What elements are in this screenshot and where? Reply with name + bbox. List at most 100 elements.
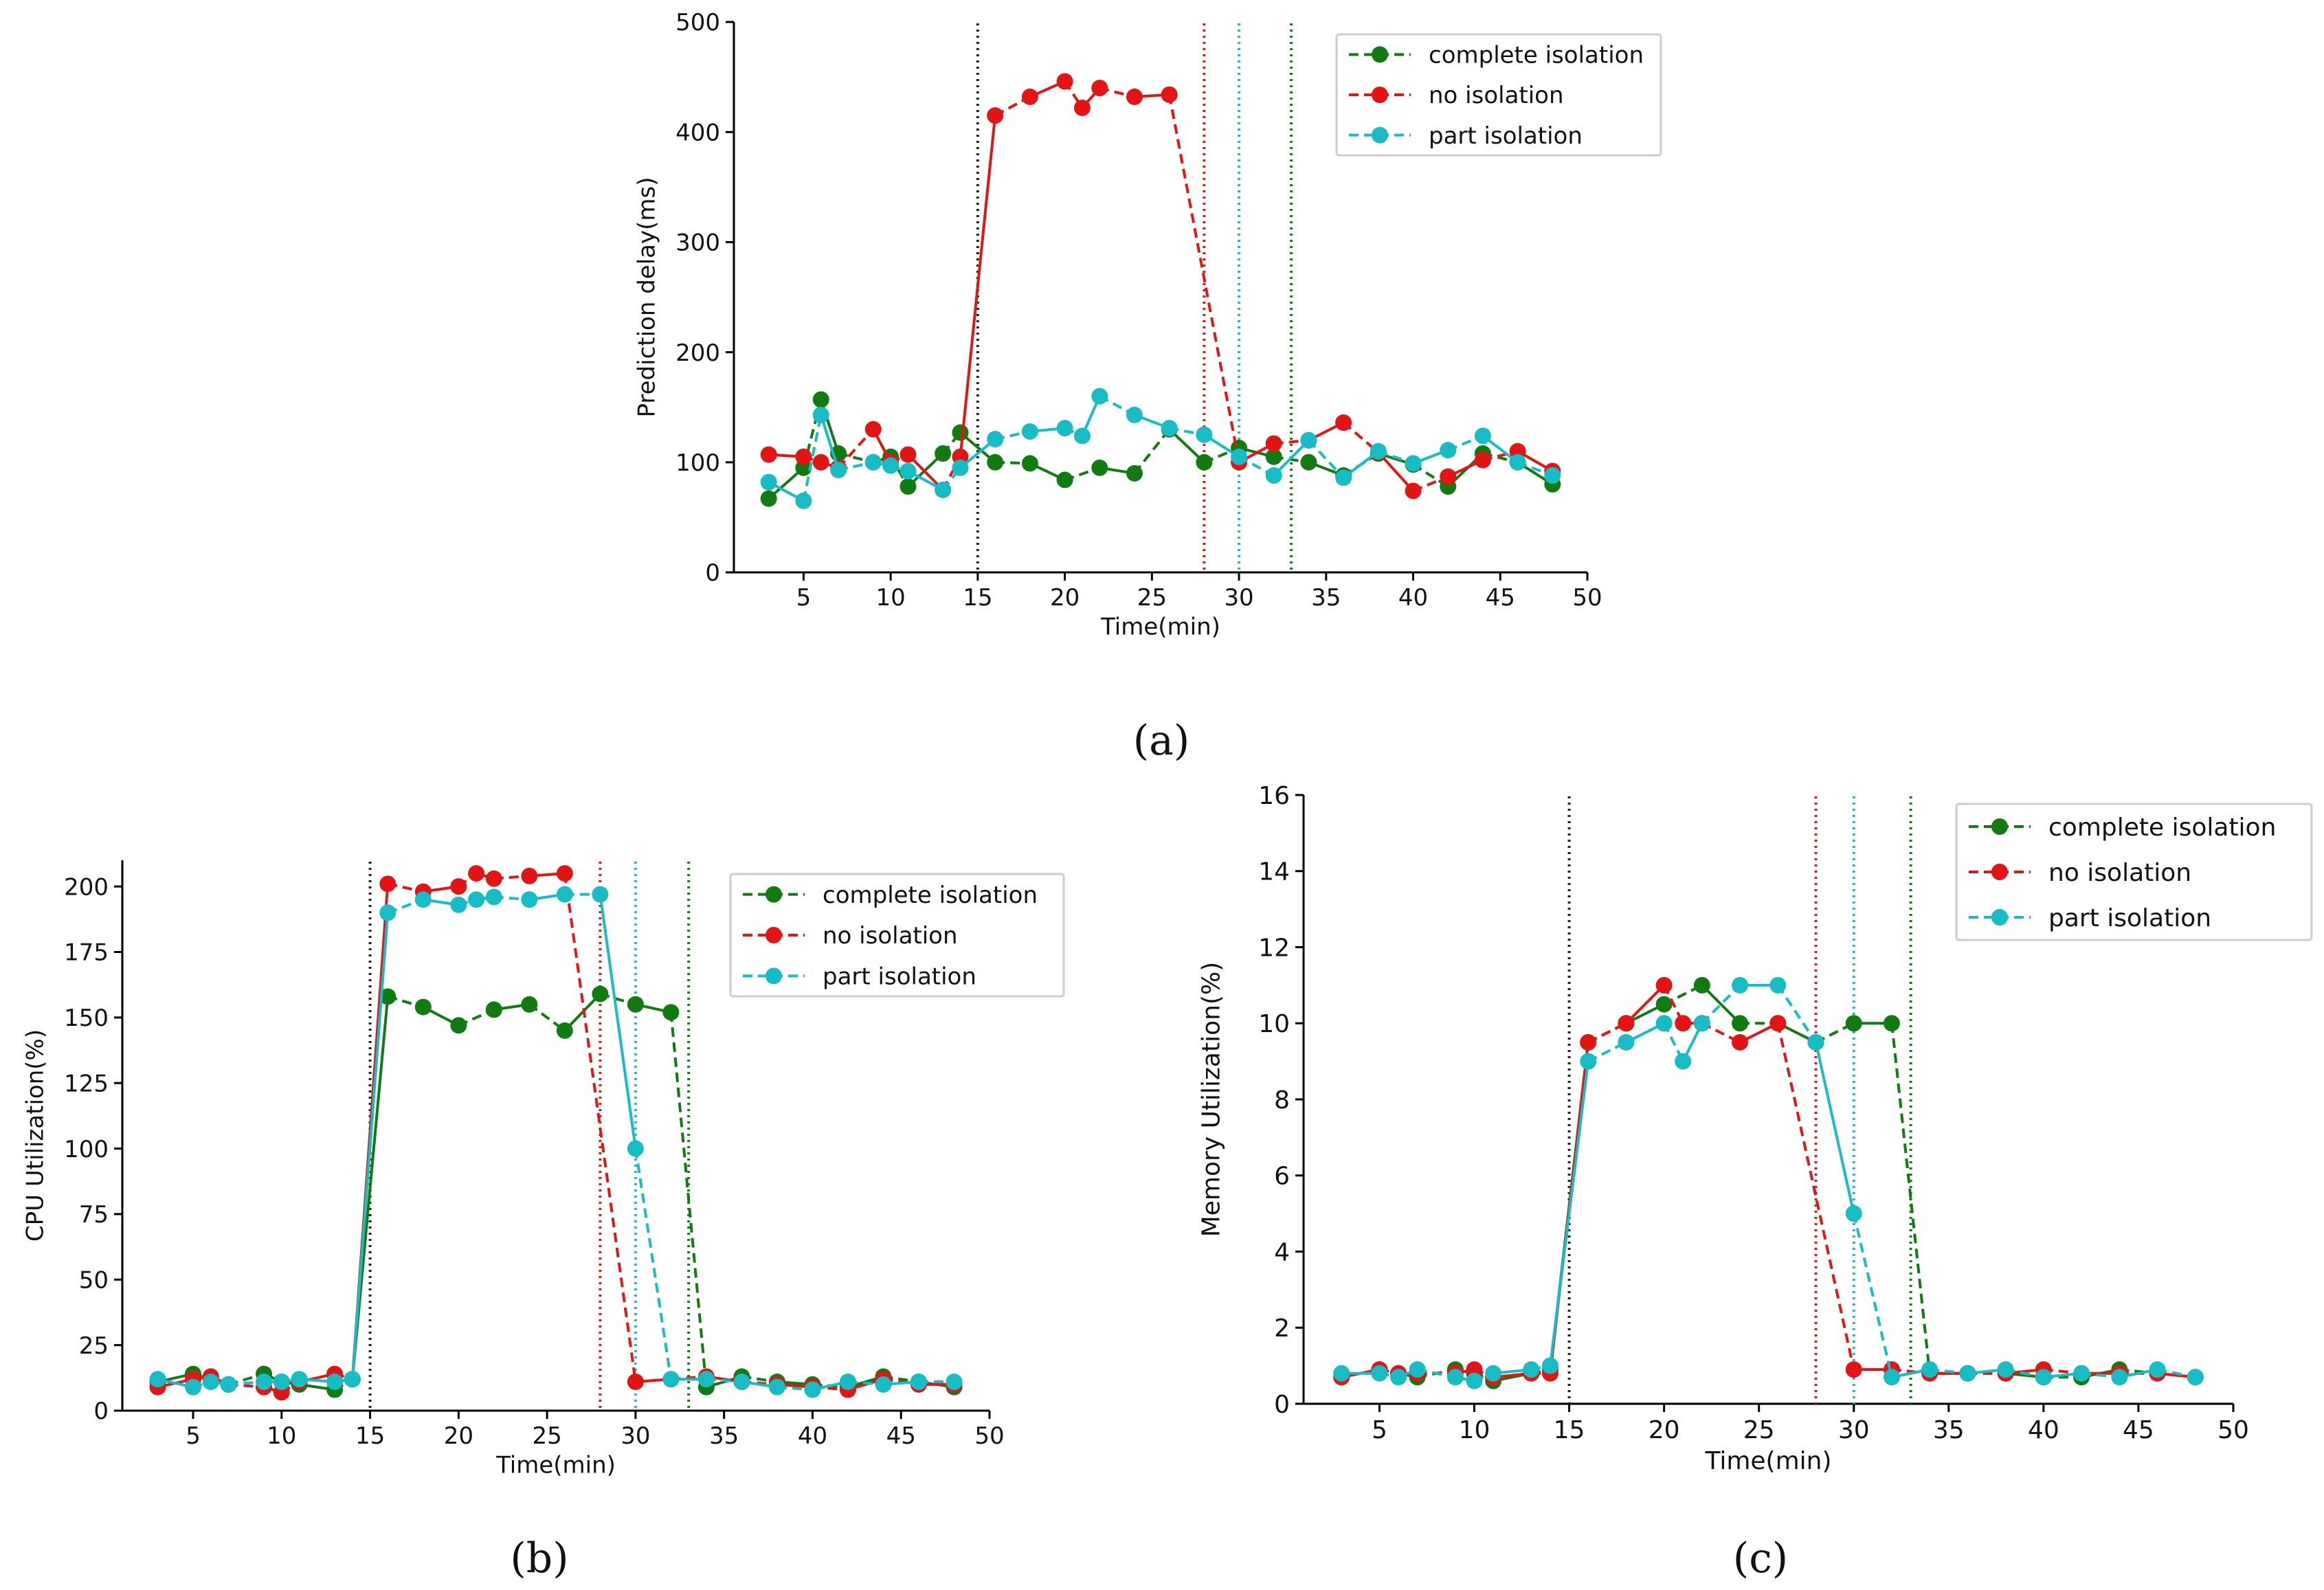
y-tick-label: 2: [1274, 1314, 1290, 1343]
data-point: [556, 886, 573, 903]
data-point: [864, 454, 882, 471]
legend-label: no isolation: [1429, 82, 1564, 109]
data-point: [256, 1374, 273, 1391]
data-point: [1091, 388, 1108, 405]
x-tick-label: 10: [1459, 1416, 1490, 1444]
y-axis-label: Prediction delay(ms): [633, 177, 660, 418]
series-line-segment: [669, 1012, 708, 1387]
data-point: [1021, 455, 1038, 472]
y-tick-label: 25: [79, 1332, 109, 1360]
series-line-segment: [1701, 984, 1741, 1024]
data-point: [592, 985, 609, 1003]
data-point: [1466, 1361, 1483, 1378]
data-point: [1265, 448, 1282, 465]
x-tick-label: 30: [1838, 1416, 1870, 1444]
x-tick-label: 15: [963, 584, 992, 612]
data-point: [220, 1376, 237, 1393]
data-point: [900, 446, 917, 463]
series-line-segment: [1273, 439, 1310, 477]
data-point: [1265, 435, 1282, 452]
data-point: [344, 1371, 361, 1388]
data-point: [1370, 443, 1387, 460]
y-tick-label: 0: [705, 559, 720, 587]
x-tick-label: 45: [2123, 1416, 2154, 1444]
data-point: [952, 459, 969, 476]
series-line-segment: [634, 1148, 673, 1380]
data-point: [1300, 432, 1317, 449]
data-point: [1544, 467, 1561, 484]
data-point: [795, 492, 812, 509]
series-line-segment: [1133, 428, 1171, 475]
series-line-segment: [1776, 1022, 1855, 1370]
x-tick-label: 35: [1933, 1416, 1965, 1444]
x-tick-label: 30: [621, 1422, 650, 1450]
data-point: [1021, 423, 1038, 440]
data-point: [2073, 1365, 2090, 1382]
data-point: [1073, 427, 1091, 445]
data-point: [1409, 1361, 1426, 1378]
data-point: [760, 490, 777, 507]
data-point: [795, 448, 812, 465]
y-tick-label: 14: [1258, 858, 1290, 886]
data-point: [1580, 1053, 1597, 1070]
legend: complete isolation no isolation part isola…: [1955, 803, 2313, 941]
legend-label: no isolation: [823, 922, 958, 950]
data-point: [1300, 454, 1317, 471]
data-point: [900, 478, 917, 495]
chart-c: 5 10 15 20 25 30 35 40 45 50 0 2 4 6 8 10 12 14 16 Time(min…: [1198, 782, 2313, 1582]
x-tick-label: 25: [1137, 584, 1167, 612]
subfigure-caption: (b): [510, 1534, 568, 1582]
data-point: [627, 1374, 644, 1391]
data-point: [864, 421, 882, 438]
data-point: [1021, 88, 1038, 105]
legend-label: complete isolation: [2048, 814, 2276, 842]
series-line-segment: [802, 399, 823, 469]
x-tick-label: 20: [1649, 1416, 1680, 1444]
series-line-segment: [599, 894, 637, 1149]
x-tick-label: 5: [796, 584, 812, 612]
series-line-segment: [350, 912, 390, 1380]
data-point: [1196, 454, 1213, 471]
data-point: [1732, 1033, 1749, 1051]
legend-box: [729, 873, 1065, 998]
data-point: [768, 1378, 785, 1396]
legend-marker: [1991, 909, 2008, 926]
series-line-segment: [819, 414, 840, 471]
y-tick-label: 4: [1274, 1238, 1290, 1266]
data-point: [1997, 1361, 2014, 1378]
y-tick-label: 100: [675, 449, 720, 477]
subfigure-caption: (c): [1733, 1534, 1788, 1582]
x-tick-label: 10: [267, 1422, 296, 1450]
data-point: [1446, 1369, 1464, 1386]
x-tick-label: 40: [2028, 1416, 2059, 1444]
legend-marker: [1372, 46, 1388, 63]
series-line-segment: [1167, 94, 1241, 463]
series-line-segment: [563, 993, 601, 1032]
y-tick-label: 0: [93, 1398, 109, 1425]
data-point: [485, 888, 502, 906]
data-point: [1333, 1365, 1350, 1382]
data-point: [1693, 976, 1710, 994]
data-point: [326, 1374, 344, 1391]
data-point: [468, 865, 485, 882]
y-tick-label: 200: [64, 873, 109, 901]
data-point: [987, 454, 1004, 471]
data-point: [556, 865, 573, 882]
x-tick-label: 35: [1311, 584, 1341, 612]
data-point: [1541, 1357, 1558, 1374]
data-point: [379, 904, 396, 921]
data-point: [1126, 406, 1143, 423]
data-point: [1161, 420, 1178, 437]
data-point: [521, 891, 538, 908]
data-point: [185, 1378, 202, 1396]
x-tick-label: 45: [1486, 584, 1515, 612]
y-tick-label: 16: [1258, 782, 1290, 810]
data-point: [733, 1374, 750, 1391]
data-point: [1091, 459, 1108, 476]
series-line-segment: [563, 873, 637, 1382]
data-point: [1883, 1369, 1900, 1386]
data-point: [662, 1004, 680, 1021]
series-line-segment: [1776, 984, 1818, 1044]
data-point: [2149, 1361, 2166, 1378]
data-point: [1580, 1033, 1597, 1051]
